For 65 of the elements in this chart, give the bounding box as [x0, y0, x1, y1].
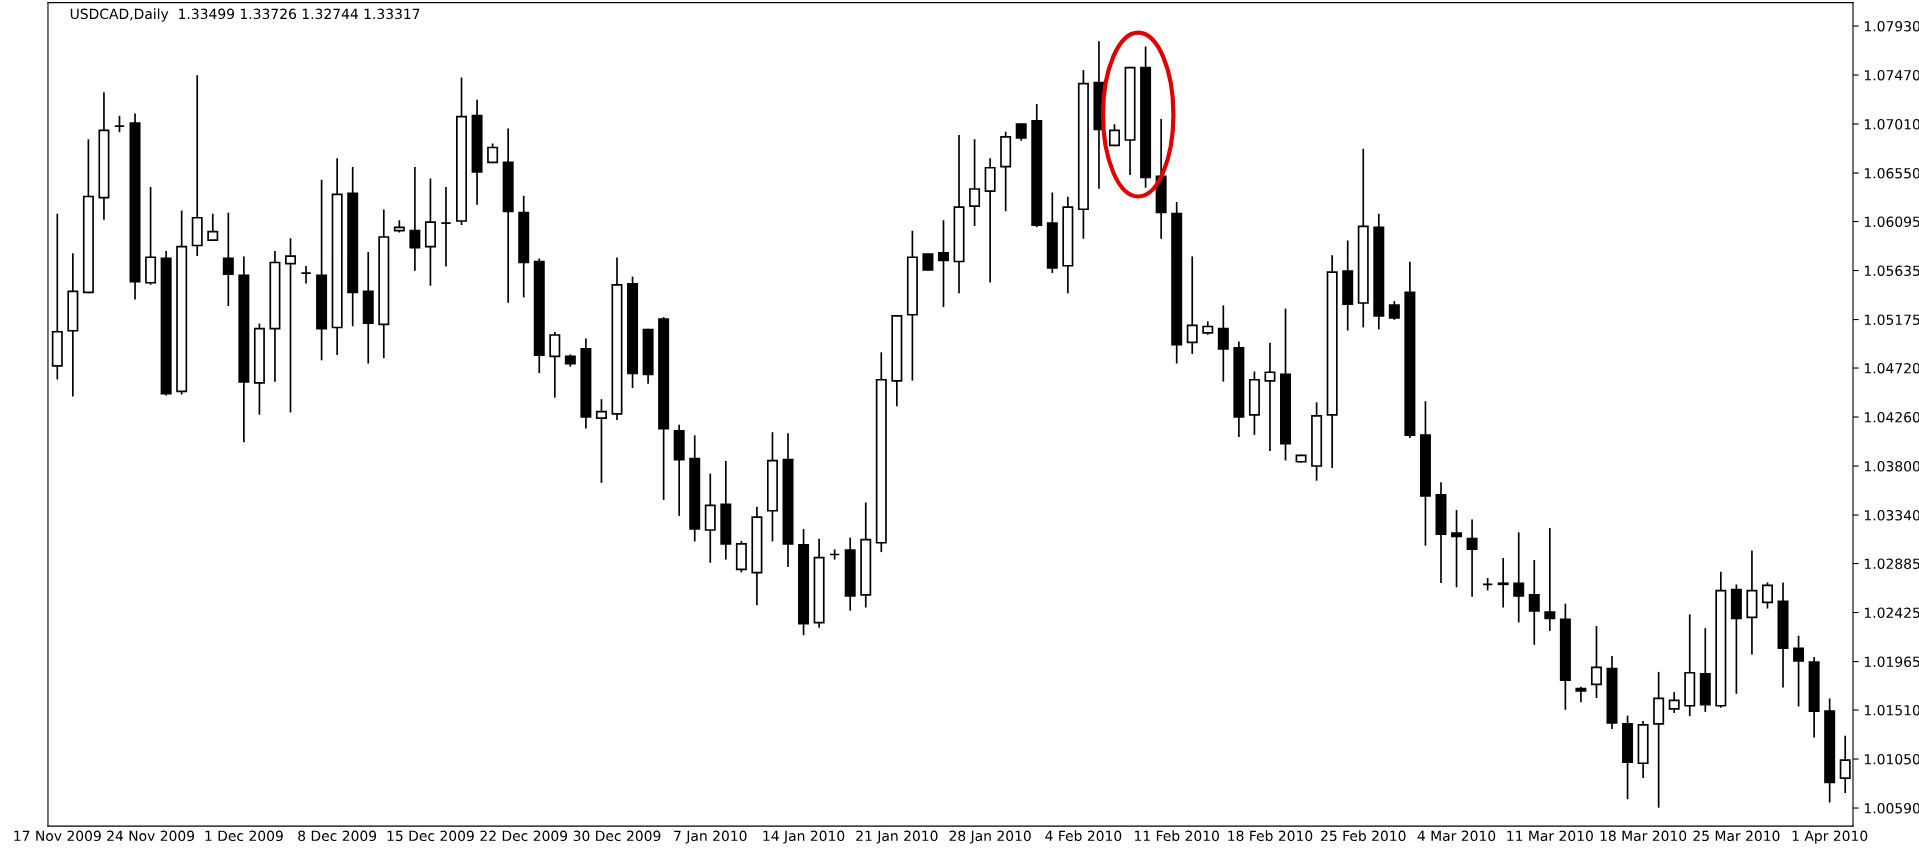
candlestick: [1793, 635, 1805, 707]
y-tick-label: 1.01965: [1864, 656, 1919, 668]
x-tick-label: 30 Dec 2009: [573, 830, 661, 842]
x-tick-label: 11 Feb 2010: [1135, 830, 1219, 842]
candlestick: [1528, 560, 1540, 645]
x-tick-label: 18 Feb 2010: [1228, 830, 1313, 842]
x-tick-label: 24 Nov 2009: [107, 830, 195, 842]
candlestick: [207, 213, 219, 241]
candlestick: [285, 238, 297, 413]
y-tick-label: 1.02885: [1864, 558, 1919, 569]
candlestick: [487, 143, 499, 164]
x-tick-label: 25 Feb 2010: [1321, 830, 1406, 842]
y-tick-label: 1.03800: [1864, 461, 1919, 472]
candlestick: [1264, 342, 1276, 451]
candlestick: [984, 158, 996, 283]
y-tick-label: 1.05635: [1864, 265, 1919, 276]
x-tick-label: 17 Nov 2009: [14, 830, 101, 842]
candlestick: [1513, 532, 1525, 623]
candlestick: [1217, 305, 1229, 382]
y-tick-label: 1.01050: [1864, 753, 1919, 765]
y-tick-label: 1.04260: [1864, 411, 1919, 423]
y-tick-label: 1.00590: [1864, 803, 1919, 814]
candlestick: [1186, 256, 1198, 354]
x-tick-label: 4 Mar 2010: [1417, 830, 1496, 842]
x-tick-label: 1 Apr 2010: [1792, 830, 1868, 844]
candlestick: [969, 139, 981, 227]
candlestick: [409, 166, 421, 271]
candlestick: [440, 187, 452, 267]
y-tick-label: 1.01510: [1864, 704, 1919, 716]
x-tick-label: 22 Dec 2009: [480, 830, 568, 842]
x-tick-label: 15 Dec 2009: [387, 830, 474, 842]
y-tick-label: 1.04720: [1864, 362, 1919, 374]
y-tick-label: 1.03340: [1864, 510, 1919, 521]
candlestick: [1590, 626, 1602, 699]
y-tick-label: 1.06095: [1864, 216, 1919, 227]
y-tick-label: 1.02425: [1864, 607, 1919, 618]
x-tick-label: 21 Jan 2010: [856, 830, 938, 844]
y-tick-label: 1.06550: [1864, 168, 1919, 179]
candlestick: [222, 212, 234, 306]
y-tick-label: 1.07010: [1864, 119, 1919, 130]
chart-title: USDCAD,Daily 1.33499 1.33726 1.32744 1.33317: [70, 8, 420, 22]
candlestick: [300, 265, 312, 284]
candlestick: [1497, 557, 1509, 608]
candlestick: [1544, 528, 1556, 631]
y-tick-label: 1.07930: [1864, 20, 1919, 32]
y-tick-label: 1.07470: [1864, 69, 1919, 81]
x-tick-label: 14 Jan 2010: [763, 830, 845, 844]
candlestick: [595, 399, 607, 483]
x-tick-label: 28 Jan 2010: [949, 830, 1031, 844]
candlestick: [1109, 124, 1121, 147]
x-tick-label: 4 Feb 2010: [1045, 830, 1122, 842]
x-tick-label: 18 Mar 2010: [1600, 830, 1687, 842]
y-tick-label: 1.05175: [1864, 314, 1919, 326]
candlestick: [549, 332, 561, 398]
x-tick-label: 8 Dec 2009: [298, 830, 377, 842]
x-tick-label: 7 Jan 2010: [674, 830, 747, 844]
candlestick: [1466, 519, 1478, 597]
x-tick-label: 25 Mar 2010: [1693, 830, 1780, 842]
candlestick: [1575, 686, 1587, 703]
x-tick-label: 11 Mar 2010: [1507, 830, 1593, 842]
candlestick: [937, 220, 949, 308]
candlestick: [1761, 582, 1773, 609]
x-tick-label: 1 Dec 2009: [205, 830, 283, 842]
candlestick: [1668, 692, 1680, 713]
candlestick: [1451, 509, 1463, 588]
